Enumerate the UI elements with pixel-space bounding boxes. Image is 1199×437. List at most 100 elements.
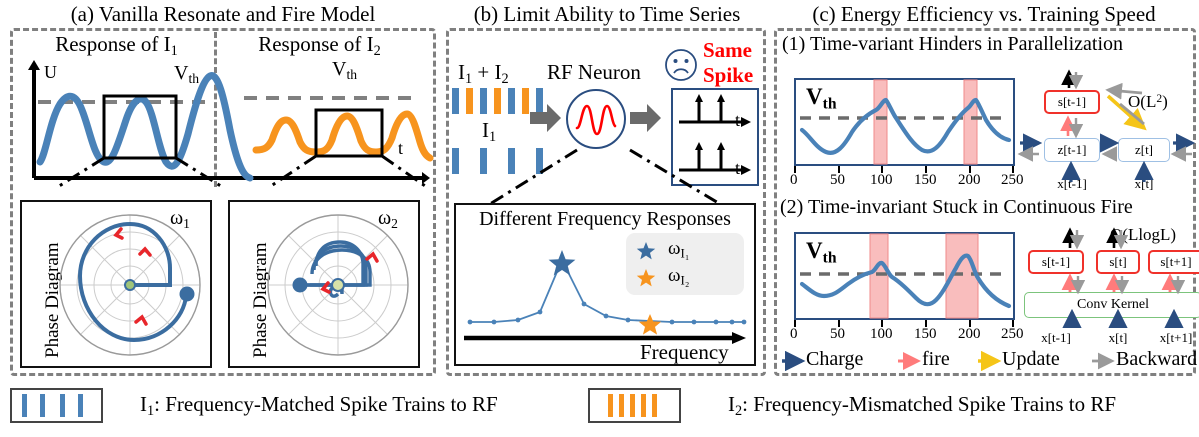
c1-tick-150: 150 [914, 172, 937, 188]
vth-right-sub: th [346, 66, 358, 82]
panel-b-caption: (b) Limit Ability to Time Series [473, 2, 741, 26]
legend-omega2-sub: I₂ [680, 272, 690, 288]
panel-a-left-title: Response of I1 [24, 32, 209, 60]
c1-xaxis-ticks [794, 166, 1014, 173]
vth-right-v: V [332, 58, 347, 80]
bottom-legend-text-1: I1: Frequency-Matched Spike Trains to RF [140, 392, 498, 420]
omega2-sym: ω [378, 207, 392, 229]
panel-a-left-title-sub: 1 [170, 42, 178, 59]
c1-graph-arrows [1017, 69, 1196, 182]
c1-complexity-label: O(L2) [1128, 92, 1168, 112]
bottom-legend-2-sub: 2 [735, 402, 743, 419]
input-sum-i: I [458, 60, 465, 84]
c1-complexity-sup: 2 [1156, 92, 1163, 105]
vth-left-sub: th [188, 70, 200, 86]
input-sum-sub2: 2 [501, 70, 509, 87]
legend-star-omega-i2 [636, 269, 656, 287]
panel-c-container [774, 28, 1196, 376]
c1-tick-100: 100 [870, 172, 893, 188]
legend-update-label: Update [1002, 348, 1060, 370]
panel-b-input-sum-label: I1 + I2 [458, 60, 509, 88]
c1-plot [799, 79, 1012, 165]
c2-tick-50: 50 [830, 326, 845, 342]
c2-tick-200: 200 [958, 326, 981, 342]
frequency-chart-plot [464, 250, 747, 344]
spike-output-traces [679, 94, 751, 175]
c1-vth-sub: th [822, 95, 837, 113]
panel-a-container [10, 28, 436, 376]
c1-threshold-label: Vth [806, 84, 837, 113]
spike-axis-label-bottom: t [735, 158, 741, 178]
vth-left-v: V [174, 62, 189, 84]
legend-charge-label: Charge [806, 348, 864, 370]
panel-a-waveform-plot [28, 60, 434, 190]
c1-tick-0: 0 [790, 172, 798, 188]
legend-fire-label: fire [922, 348, 950, 370]
panel-a-right-title-sub: 2 [373, 42, 381, 59]
frequency-chart-title: Different Frequency Responses [479, 208, 731, 230]
rf-neuron-icon [566, 89, 626, 149]
same-label: Same [703, 38, 752, 62]
frequency-chart-xlabel: Frequency [640, 340, 729, 364]
node-z-prev-row1[interactable]: z[t-1] [1044, 138, 1100, 162]
phase-diagram-left-omega: ω1 [170, 207, 190, 232]
node-s-prev-row1[interactable]: s[t-1] [1044, 90, 1100, 114]
bottom-legend-1-desc: : Frequency-Matched Spike Trains to RF [154, 392, 498, 416]
panel-c-legend-arrows [782, 350, 1115, 372]
node-s-next-row2[interactable]: s[t+1] [1148, 250, 1199, 274]
node-x-prev-row2: x[t-1] [1041, 330, 1071, 345]
phase-diagram-right-polar [267, 214, 409, 356]
input-sum-sub1: 1 [465, 70, 473, 87]
legend-star-omega-i1 [636, 242, 656, 260]
arrow-input-to-neuron [530, 104, 561, 132]
node-s-prev-row2[interactable]: s[t-1] [1028, 250, 1084, 274]
legend-omega2-sym: ω [668, 265, 681, 286]
bottom-legend-1-i: I [140, 392, 147, 416]
node-x-cur-row2: x[t] [1108, 330, 1128, 345]
legend-label-omega-i1: ωI₁ [668, 238, 689, 262]
phase-diagram-right-omega: ω2 [378, 207, 398, 232]
bottom-legend-1-sub: 1 [147, 402, 155, 419]
spike-train-single [452, 148, 543, 174]
panel-a-left-threshold-label: Vth [174, 62, 199, 87]
bottom-legend-2-desc: : Frequency-Mismatched Spike Trains to R… [742, 392, 1117, 416]
panel-c-row2-title: (2) Time-invariant Stuck in Continuous F… [780, 196, 1133, 218]
c1-vth-v: V [806, 84, 823, 109]
c2-tick-100: 100 [870, 326, 893, 342]
spike-train-mixed [452, 88, 543, 114]
bottom-legend-spikes-blue [22, 394, 83, 417]
arrow-neuron-to-output [630, 104, 661, 132]
bottom-legend-text-2: I2: Frequency-Mismatched Spike Trains to… [728, 392, 1116, 420]
input-single-i: I [482, 118, 489, 142]
node-s-cur-row2[interactable]: s[t] [1096, 250, 1140, 274]
c1-complexity-post: ) [1162, 92, 1168, 112]
panel-b-container [446, 28, 766, 376]
c2-graph-arrows [1061, 227, 1186, 328]
c1-tick-50: 50 [830, 172, 845, 188]
panel-b-input-single-label: I1 [482, 118, 496, 146]
panel-a-caption: (a) Vanilla Resonate and Fire Model [70, 2, 376, 26]
sad-face-icon [665, 49, 697, 81]
panel-a-right-title: Response of I2 [222, 32, 417, 60]
c2-tick-0: 0 [790, 326, 798, 342]
legend-label-omega-i2: ωI₂ [668, 265, 689, 289]
legend-omega1-sym: ω [668, 238, 681, 259]
legend-backward-label: Backward [1116, 348, 1198, 370]
c1-tick-200: 200 [958, 172, 981, 188]
c2-threshold-label: Vth [806, 238, 837, 267]
panel-a-left-title-text: Response of I [55, 32, 171, 56]
bottom-legend-spikes-orange [608, 394, 657, 417]
c1-complexity-pre: O(L [1128, 92, 1157, 112]
c2-vth-sub: th [822, 249, 837, 267]
c2-tick-150: 150 [914, 326, 937, 342]
omega1-sub: 1 [183, 215, 190, 231]
panel-c-caption: (c) Energy Efficiency vs. Training Speed [812, 2, 1156, 26]
panel-a-y-axis-label: U [44, 62, 57, 82]
c1-tick-250: 250 [1001, 172, 1024, 188]
panel-a-right-title-text: Response of I [258, 32, 374, 56]
input-sum-plus: + I [472, 60, 502, 84]
phase-diagram-left-polar [59, 214, 201, 356]
panel-a-right-threshold-label: Vth [332, 58, 357, 83]
spike-label: Spike [703, 63, 754, 87]
